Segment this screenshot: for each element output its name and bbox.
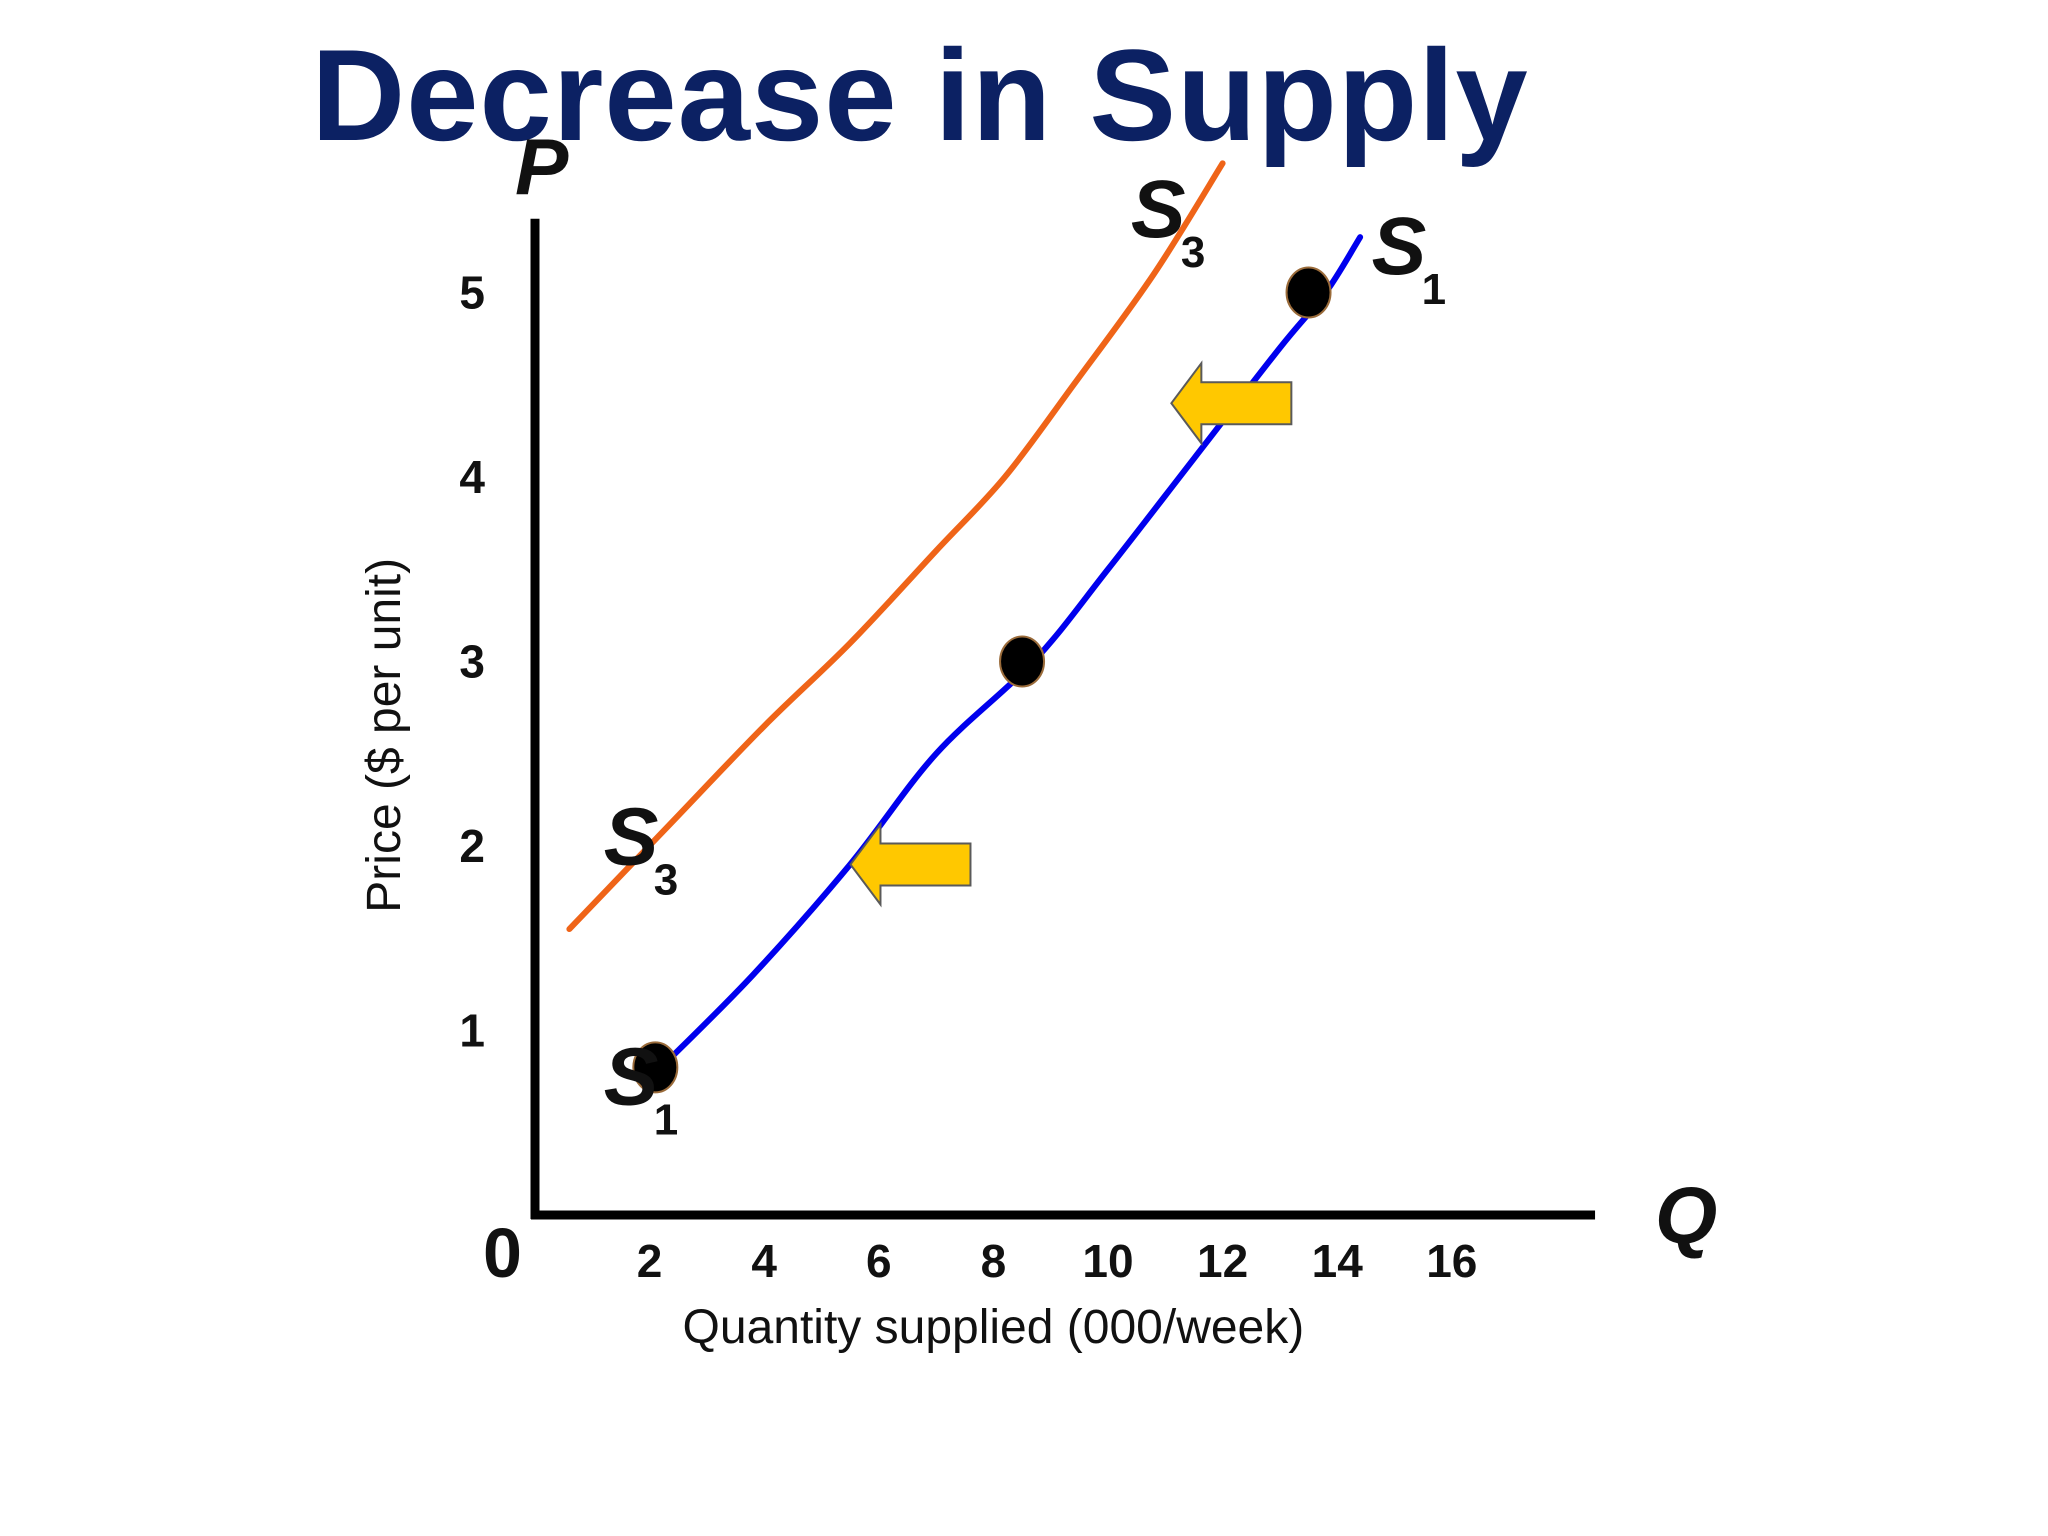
shift-arrows (849, 360, 1293, 908)
curve-label-s3: S (604, 791, 659, 882)
point-marker (1285, 266, 1332, 319)
shift-left-arrow (1170, 360, 1293, 447)
y-tick-label: 5 (459, 267, 485, 319)
curve-label-subscript: 1 (654, 1095, 678, 1144)
supply-curve-s3 (566, 160, 1226, 933)
x-tick-label: 2 (637, 1235, 663, 1287)
x-tick-label: 12 (1197, 1235, 1248, 1287)
x-tick-label: 4 (751, 1235, 777, 1287)
curve-label-s1: S (1372, 201, 1427, 292)
shift-left-arrow (849, 821, 972, 908)
point-marker (632, 1041, 679, 1094)
x-tick-label: 10 (1082, 1235, 1133, 1287)
curve-label-s1: S (604, 1031, 659, 1122)
y-tick-label: 4 (459, 451, 485, 503)
markers (632, 266, 1332, 1094)
x-axis-label: Quantity supplied (000/week) (683, 1301, 1305, 1354)
curve-label-subscript: 3 (1181, 228, 1205, 277)
x-tick-label: 16 (1426, 1235, 1477, 1287)
curve-label-subscript: 1 (1422, 265, 1446, 314)
curve-label-s3: S (1131, 164, 1186, 255)
x-tick-label: 6 (866, 1235, 892, 1287)
point-marker (999, 635, 1046, 688)
y-tick-label: 2 (459, 820, 485, 872)
x-axis-letter: Q (1655, 1171, 1717, 1260)
supply-curve-s1 (658, 234, 1364, 1071)
x-tick-label: 14 (1312, 1235, 1364, 1287)
chart-title: Decrease in Supply (311, 22, 1529, 168)
y-axis-letter: P (515, 123, 569, 212)
x-tick-label: 8 (981, 1235, 1007, 1287)
y-tick-label: 3 (459, 636, 485, 688)
y-tick-label: 1 (459, 1005, 485, 1057)
origin-label: 0 (483, 1214, 522, 1292)
y-axis-label: Price ($ per unit) (358, 558, 411, 913)
curves (566, 160, 1364, 1071)
curve-label-subscript: 3 (654, 855, 678, 904)
